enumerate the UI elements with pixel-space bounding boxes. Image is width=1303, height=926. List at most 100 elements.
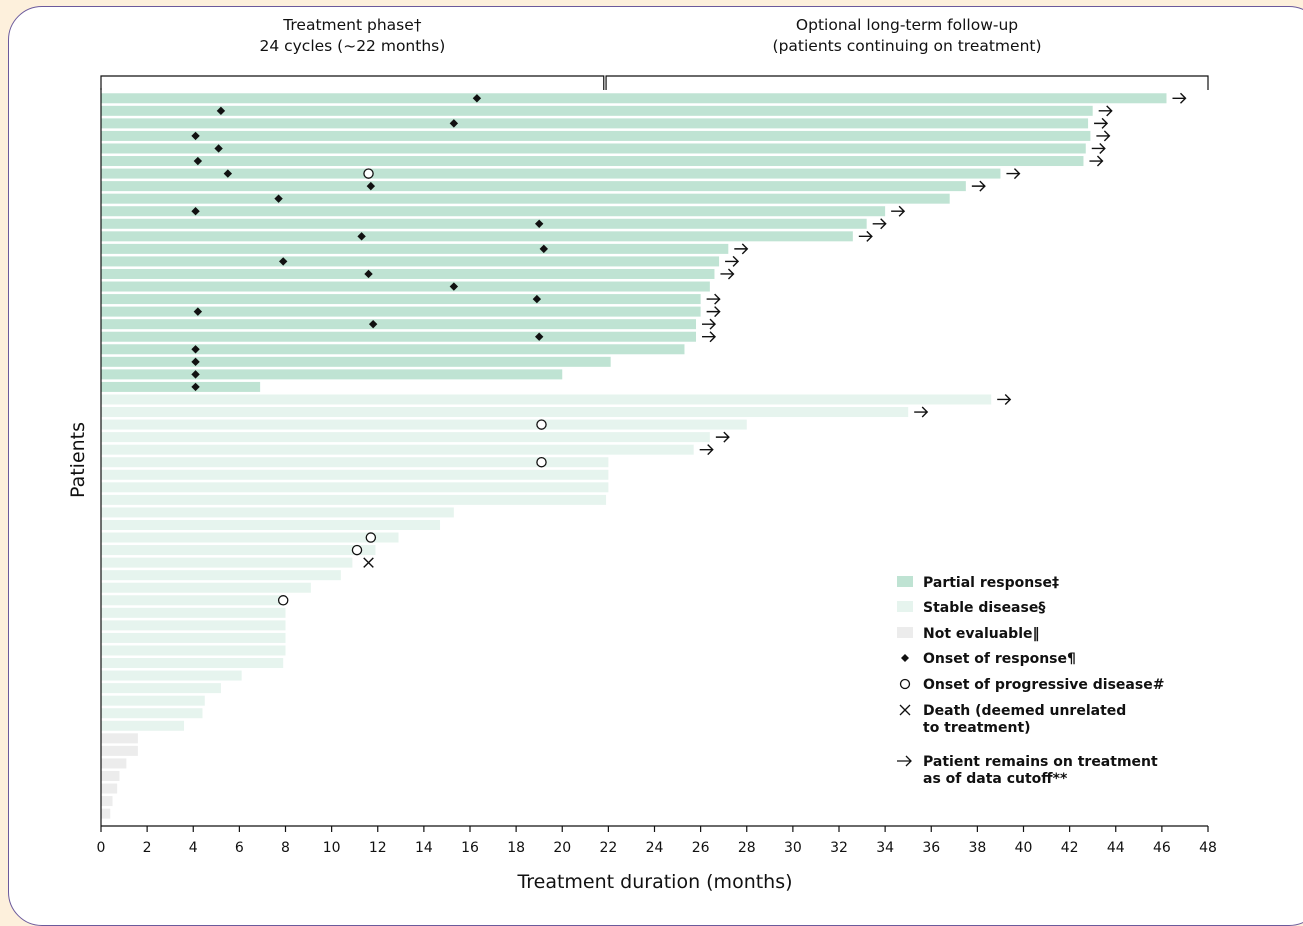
progression-marker: [536, 419, 547, 430]
response-marker: [191, 131, 200, 141]
ongoing-arrow: [1172, 92, 1187, 104]
patient-bar: [101, 319, 697, 330]
legend-diamond-icon: [901, 654, 909, 662]
progression-marker: [536, 456, 547, 468]
progression-marker: [277, 595, 289, 606]
ongoing-arrow: [1006, 168, 1021, 180]
patient-bar: [101, 708, 203, 719]
response-marker: [278, 257, 288, 266]
legend-label-line: as of data cutoff**: [923, 771, 1068, 787]
x-tick-label: 20: [553, 840, 571, 856]
patient-bar: [101, 482, 609, 493]
response-marker: [532, 294, 542, 304]
patient-bar: [101, 93, 1167, 104]
x-tick-label: 34: [876, 840, 894, 856]
patient-bar: [101, 796, 113, 807]
x-tick-label: 4: [189, 840, 198, 856]
y-axis-label: Patients: [67, 422, 89, 498]
ongoing-arrow: [858, 230, 873, 242]
legend-swatch: [897, 601, 913, 612]
response-marker: [191, 207, 200, 216]
patient-bar: [101, 143, 1086, 154]
patient-bar: [101, 344, 685, 355]
legend-arrow-icon: [897, 755, 912, 767]
legend-label: Onset of response¶: [923, 651, 1076, 667]
patient-bar: [101, 695, 205, 706]
legend-label-line: Partial response‡: [923, 575, 1059, 591]
x-tick-label: 6: [235, 840, 244, 856]
x-tick-label: 14: [415, 840, 433, 856]
x-tick-label: 42: [1061, 840, 1079, 856]
x-tick-label: 36: [922, 840, 940, 856]
patient-bar: [101, 783, 118, 794]
x-tick-label: 22: [599, 840, 617, 856]
x-tick-label: 46: [1153, 840, 1171, 856]
phase-label-line1: Treatment phase†: [282, 16, 422, 34]
response-marker: [357, 232, 366, 241]
patient-bar: [101, 683, 221, 694]
x-tick-label: 38: [968, 840, 986, 856]
patient-bar: [101, 118, 1089, 129]
response-marker: [216, 106, 226, 116]
patient-bar: [101, 268, 715, 279]
response-marker: [193, 156, 203, 166]
response-marker: [364, 269, 373, 279]
ongoing-arrow: [1098, 105, 1113, 117]
legend-label-line: Onset of response¶: [923, 651, 1076, 667]
legend-circle-icon: [899, 678, 911, 690]
response-marker: [191, 382, 200, 392]
ongoing-arrow: [1094, 117, 1109, 129]
patient-bar: [101, 193, 950, 204]
patient-bar: [101, 457, 609, 468]
legend-label-line: Onset of progressive disease#: [923, 677, 1164, 693]
x-tick-label: 32: [830, 840, 848, 856]
x-tick-label: 28: [738, 840, 756, 856]
patient-bar: [101, 582, 311, 593]
ongoing-arrow: [725, 255, 740, 267]
legend-swatch: [897, 576, 913, 587]
ongoing-arrow: [997, 393, 1012, 405]
patient-bar: [101, 658, 284, 669]
ongoing-arrow: [914, 406, 929, 418]
patient-bar: [101, 620, 286, 631]
response-marker: [368, 319, 378, 329]
legend-label-line: to treatment): [923, 720, 1031, 736]
ongoing-arrow: [1096, 130, 1111, 142]
patient-bar: [101, 758, 127, 769]
ongoing-arrow: [720, 268, 735, 280]
response-marker: [534, 332, 544, 341]
ongoing-arrow: [1091, 142, 1106, 154]
phase-label-line1: Optional long-term follow-up: [796, 16, 1018, 34]
legend-label: Death (deemed unrelated to treatment): [923, 703, 1126, 736]
ongoing-arrow: [706, 306, 721, 318]
progression-marker: [363, 168, 374, 179]
patient-bar: [101, 507, 454, 518]
ongoing-arrow: [702, 318, 717, 330]
patient-bar: [101, 256, 720, 267]
patient-bar: [101, 745, 138, 756]
patient-bar: [101, 494, 607, 505]
response-marker: [449, 119, 459, 128]
legend-swatch: [897, 627, 913, 638]
patient-bar: [101, 720, 185, 731]
patient-bar: [101, 218, 867, 229]
patient-bar: [101, 105, 1093, 116]
patient-bar: [101, 469, 609, 480]
patient-bar: [101, 243, 729, 254]
response-marker: [274, 194, 283, 203]
response-marker: [214, 144, 223, 153]
legend-label-line: Not evaluable‖: [923, 626, 1040, 642]
patient-bar: [101, 369, 563, 380]
response-marker: [191, 345, 200, 354]
patient-bar: [101, 444, 694, 455]
phase-label-line2: (patients continuing on treatment): [773, 37, 1042, 55]
response-marker: [193, 307, 203, 316]
legend-label-line: Stable disease§: [923, 600, 1045, 616]
x-tick-label: 40: [1015, 840, 1033, 856]
legend-label: Onset of progressive disease#: [923, 677, 1164, 693]
patient-bar: [101, 381, 261, 392]
x-axis-label: Treatment duration (months): [516, 871, 792, 893]
x-tick-label: 8: [281, 840, 290, 856]
phase-label-line2: 24 cycles (~22 months): [259, 37, 445, 55]
x-tick-label: 18: [507, 840, 525, 856]
